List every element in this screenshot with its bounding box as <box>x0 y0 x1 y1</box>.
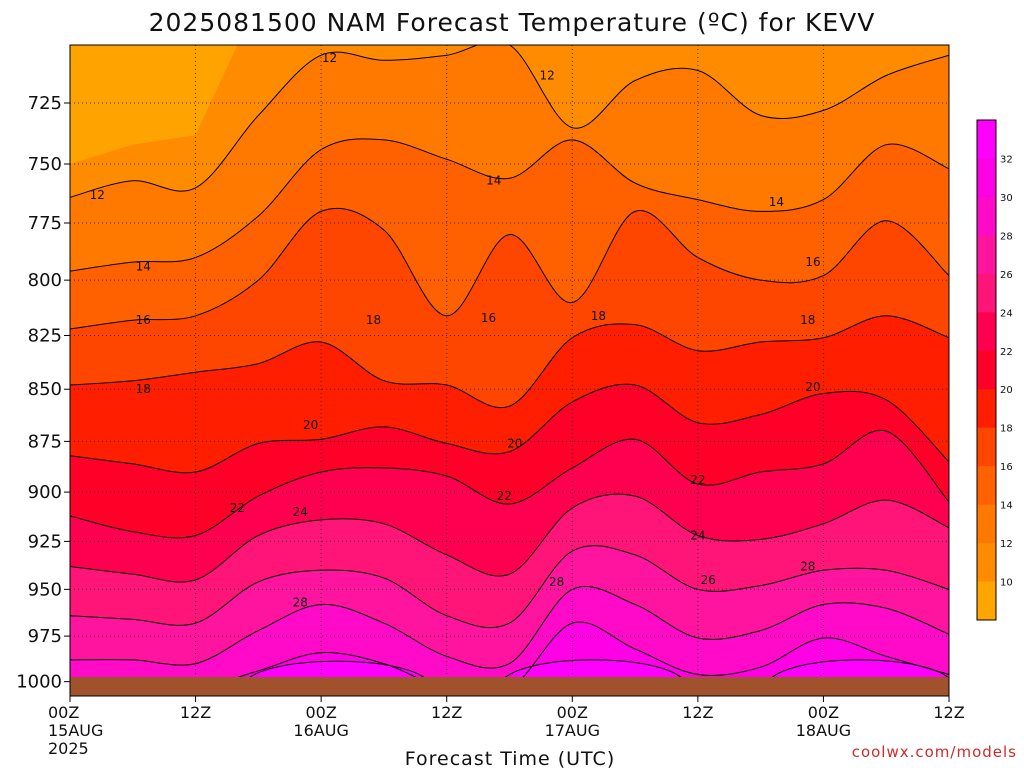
contour-labels: 12 12 12 14 14 14 16 16 16 18 18 18 18 20 20 20 22 22 22 24… <box>90 51 821 610</box>
colorbar-frame <box>976 119 997 621</box>
y-tick-label: 825 <box>28 326 62 347</box>
y-tick-label: 975 <box>28 626 62 647</box>
colorbar-label: 14 <box>1000 501 1013 512</box>
contour-label: 12 <box>322 51 337 65</box>
contour-label: 22 <box>230 501 245 515</box>
y-tick-label: 900 <box>28 482 62 503</box>
y-tick-label: 925 <box>28 531 62 552</box>
contour-label: 16 <box>136 313 151 327</box>
contour-label: 14 <box>769 195 784 209</box>
x-axis-title: Forecast Time (UTC) <box>405 748 615 768</box>
credit-text: coolwx.com/models <box>852 743 1017 761</box>
colorbar-label: 20 <box>1000 385 1013 396</box>
x-tick-label: 15AUG <box>48 721 103 740</box>
colorbar-label: 12 <box>1000 539 1013 550</box>
plot-frame <box>69 44 950 697</box>
colorbar-label: 22 <box>1000 347 1013 358</box>
contour-label: 18 <box>366 313 381 327</box>
isotherm-24 <box>70 493 949 583</box>
contour-label: 16 <box>481 311 496 325</box>
colorbar-swatch <box>977 350 996 390</box>
y-tick-label: 950 <box>28 579 62 600</box>
colorbar-swatch <box>977 196 996 236</box>
isotherm-22 <box>70 429 949 539</box>
contour-label: 16 <box>805 255 820 269</box>
colorbar-swatch <box>977 158 996 198</box>
plot-area: 12 12 12 14 14 14 16 16 16 18 18 18 18 20 20 20 22 22 22 24… <box>70 45 949 696</box>
contour-label: 18 <box>591 309 606 323</box>
x-tick-label: 12Z <box>682 703 713 722</box>
colorbar-swatch <box>977 466 996 506</box>
isotherm-contours <box>70 45 949 696</box>
contour-label: 18 <box>136 382 151 396</box>
colorbar-swatch <box>977 543 996 583</box>
x-tick-label: 12Z <box>180 703 211 722</box>
contour-label: 12 <box>90 188 105 202</box>
colorbar-label: 24 <box>1000 308 1013 319</box>
isotherm-16 <box>70 207 949 330</box>
temperature-bands <box>70 45 949 696</box>
contour-label: 24 <box>690 529 705 543</box>
isotherm-28 <box>70 585 949 669</box>
y-tick-label: 1000 <box>16 672 62 693</box>
x-tick-label: 12Z <box>431 703 462 722</box>
colorbar-swatch <box>977 235 996 275</box>
isotherm-18 <box>70 315 949 409</box>
ground-surface <box>70 677 949 696</box>
isotherm-26 <box>70 545 949 629</box>
colorbar-label: 30 <box>1000 193 1013 204</box>
colorbar-label: 18 <box>1000 424 1013 435</box>
y-tick-label: 875 <box>28 431 62 452</box>
contour-label: 12 <box>540 68 555 82</box>
y-tick-label: 850 <box>28 379 62 400</box>
y-tick-label: 775 <box>28 213 62 234</box>
isotherm-12 <box>70 45 949 198</box>
y-tick-label: 800 <box>28 270 62 291</box>
colorbar-label: 28 <box>1000 231 1013 242</box>
contour-label: 20 <box>805 380 820 394</box>
contour-label: 28 <box>549 575 564 589</box>
colorbar-swatch <box>977 312 996 352</box>
colorbar-swatch <box>977 273 996 313</box>
x-tick-label: 00Z <box>808 703 839 722</box>
x-tick-label: 2025 <box>48 739 89 758</box>
colorbar-swatch <box>977 389 996 429</box>
isotherm-14 <box>70 138 949 272</box>
contour-label: 24 <box>293 505 308 519</box>
y-axis: 725 750 775 800 825 850 875 900 925 950 975 1000 <box>16 93 70 693</box>
isotherm-20 <box>70 383 949 474</box>
x-tick-label: 16AUG <box>293 721 348 740</box>
x-tick-label: 12Z <box>933 703 964 722</box>
x-tick-label: 18AUG <box>796 721 851 740</box>
colorbar-label: 16 <box>1000 462 1013 473</box>
colorbar-swatch <box>977 427 996 467</box>
contour-label: 14 <box>136 260 151 274</box>
contour-label: 22 <box>497 489 512 503</box>
y-tick-label: 750 <box>28 154 62 175</box>
x-tick-label: 17AUG <box>545 721 600 740</box>
x-tick-label: 00Z <box>557 703 588 722</box>
contour-label: 20 <box>507 436 522 450</box>
colorbar-label: 10 <box>1000 578 1013 589</box>
colorbar-swatch <box>977 120 996 159</box>
colorbar-legend: 10 12 14 16 18 20 22 24 26 28 30 32 <box>976 119 1013 621</box>
colorbar-label: 32 <box>1000 154 1013 165</box>
colorbar-swatch <box>977 504 996 544</box>
colorbar-label: 26 <box>1000 270 1013 281</box>
x-tick-label: 00Z <box>48 703 79 722</box>
band-below-10 <box>70 45 238 165</box>
colorbar-swatch <box>977 581 996 621</box>
contour-label: 28 <box>800 559 815 573</box>
contour-label: 26 <box>701 573 716 587</box>
contour-label: 18 <box>800 313 815 327</box>
contour-label: 28 <box>293 596 308 610</box>
y-tick-label: 725 <box>28 93 62 114</box>
contour-label: 20 <box>303 418 318 432</box>
contour-label: 22 <box>690 473 705 487</box>
chart-title: 2025081500 NAM Forecast Temperature (ºC)… <box>149 8 876 37</box>
contour-label: 14 <box>486 174 501 188</box>
x-tick-label: 00Z <box>305 703 336 722</box>
